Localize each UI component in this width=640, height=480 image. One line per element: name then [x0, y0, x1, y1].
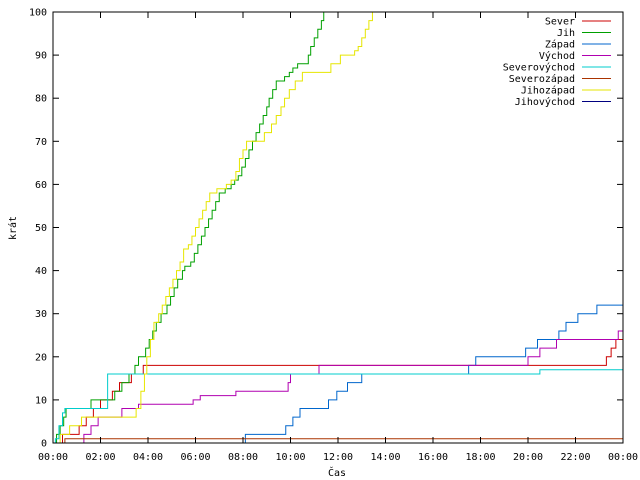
- legend-label: Severovýchod: [503, 62, 575, 74]
- y-tick-label: 50: [35, 223, 47, 234]
- y-tick-label: 60: [35, 180, 47, 191]
- x-tick-label: 08:00: [228, 452, 258, 463]
- legend-label: Jih: [557, 28, 575, 39]
- y-axis-label: krát: [7, 216, 19, 240]
- series-line-4: [53, 369, 623, 443]
- y-tick-label: 80: [35, 94, 47, 105]
- y-tick-label: 40: [35, 266, 47, 277]
- legend-label: Východ: [539, 50, 575, 62]
- x-tick-label: 12:00: [323, 452, 353, 463]
- legend-label: Sever: [545, 17, 575, 28]
- series-layer: [53, 12, 623, 443]
- x-tick-label: 04:00: [133, 452, 163, 463]
- x-tick-label: 10:00: [275, 452, 305, 463]
- x-tick-label: 18:00: [465, 452, 495, 463]
- x-tick-label: 00:00: [608, 452, 638, 463]
- series-line-6: [53, 12, 623, 443]
- y-tick-label: 20: [35, 352, 47, 363]
- x-tick-label: 22:00: [560, 452, 590, 463]
- x-tick-label: 00:00: [38, 452, 68, 463]
- x-tick-label: 02:00: [85, 452, 115, 463]
- x-tick-label: 20:00: [513, 452, 543, 463]
- y-tick-label: 100: [29, 8, 47, 19]
- y-tick-label: 90: [35, 51, 47, 62]
- series-line-3: [53, 330, 623, 443]
- legend-label: Severozápad: [509, 73, 575, 85]
- x-tick-label: 14:00: [370, 452, 400, 463]
- series-line-1: [53, 12, 623, 443]
- axes-layer: 00:00 02:00 04:00 06:00 08:00 10:00 12:00 14:00…: [29, 8, 638, 464]
- legend-label: Jihovýchod: [515, 96, 575, 108]
- y-tick-label: 10: [35, 395, 47, 406]
- x-tick-label: 06:00: [180, 452, 210, 463]
- legend: SeverJihZápadVýchodSeverovýchodSeverozáp…: [503, 17, 611, 108]
- legend-label: Jihozápad: [521, 85, 575, 97]
- x-axis-label: Čas: [328, 466, 346, 479]
- series-line-5: [53, 438, 623, 443]
- y-tick-label: 0: [41, 439, 47, 450]
- x-tick-label: 16:00: [418, 452, 448, 463]
- y-tick-label: 30: [35, 309, 47, 320]
- y-tick-label: 70: [35, 137, 47, 148]
- legend-label: Západ: [545, 39, 575, 51]
